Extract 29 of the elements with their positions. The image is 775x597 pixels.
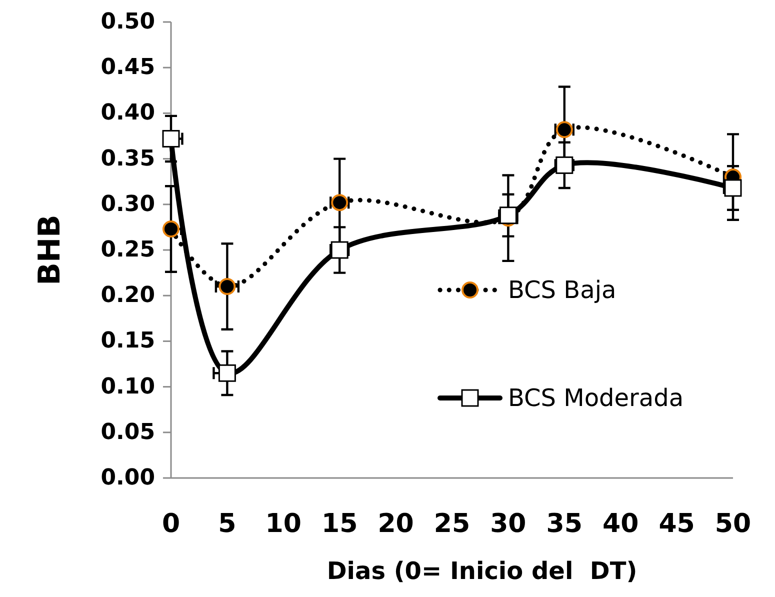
x-tick-label: 15: [322, 509, 358, 539]
x-tick-label: 40: [602, 509, 639, 539]
x-tick-label: 30: [490, 509, 526, 539]
point: [218, 364, 236, 382]
y-tick-label: 0.05: [100, 420, 155, 445]
x-tick-label: 25: [434, 509, 470, 539]
point: [218, 278, 236, 295]
y-tick-label: 0.45: [100, 55, 155, 80]
x-tick-label: 0: [162, 509, 180, 539]
legend-label: BCS Moderada: [508, 384, 684, 412]
y-tick-label: 0.35: [100, 146, 155, 172]
y-tick-label: 0.40: [100, 100, 155, 126]
y-tick-label: 0.00: [100, 466, 155, 490]
x-axis-title: Dias (0= Inicio del DT): [326, 557, 638, 585]
x-tick-label: 50: [714, 509, 752, 539]
x-tick-label: 45: [658, 509, 695, 539]
y-tick-label: 0.15: [100, 328, 155, 354]
y-axis-title: BHB: [32, 214, 68, 286]
x-tick-label: 35: [546, 509, 582, 539]
y-tick-label: 0.10: [100, 374, 155, 400]
y-tick-label: 0.50: [100, 10, 155, 34]
x-tick-label: 10: [265, 509, 302, 539]
y-tick-label: 0.20: [100, 283, 155, 308]
y-tick-label: 0.30: [100, 192, 155, 217]
legend-label: BCS Baja: [508, 276, 616, 304]
x-tick-label: 5: [218, 509, 236, 539]
y-tick-label: 0.25: [100, 238, 155, 262]
x-tick-label: 20: [378, 509, 414, 539]
point: [724, 179, 742, 197]
